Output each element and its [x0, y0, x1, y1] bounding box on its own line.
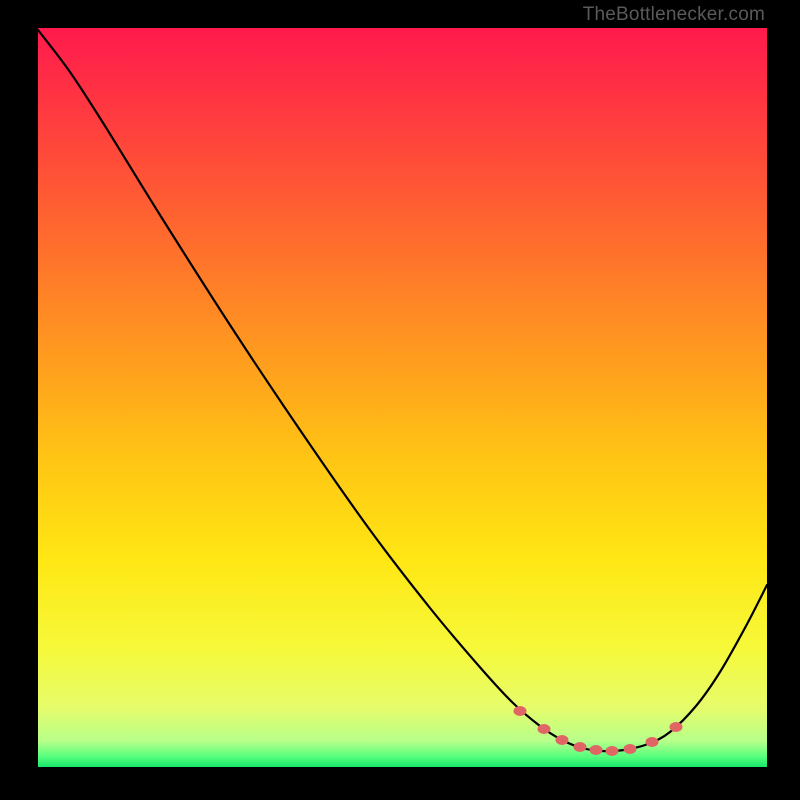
optimal-marker	[556, 735, 569, 745]
frame-border-bottom	[0, 767, 800, 800]
frame-border-left	[0, 0, 38, 800]
optimal-marker	[646, 737, 659, 747]
optimal-marker	[670, 722, 683, 732]
optimal-marker	[590, 745, 603, 755]
frame-border-right	[767, 0, 800, 800]
optimal-marker	[606, 746, 619, 756]
optimal-marker	[624, 744, 637, 754]
optimal-marker	[514, 706, 527, 716]
optimal-marker	[538, 724, 551, 734]
plot-svg	[38, 28, 767, 767]
optimal-marker	[574, 742, 587, 752]
chart-frame: TheBottlenecker.com	[0, 0, 800, 800]
gradient-background	[38, 28, 767, 767]
plot-area	[38, 28, 767, 767]
watermark-text: TheBottlenecker.com	[583, 4, 765, 26]
